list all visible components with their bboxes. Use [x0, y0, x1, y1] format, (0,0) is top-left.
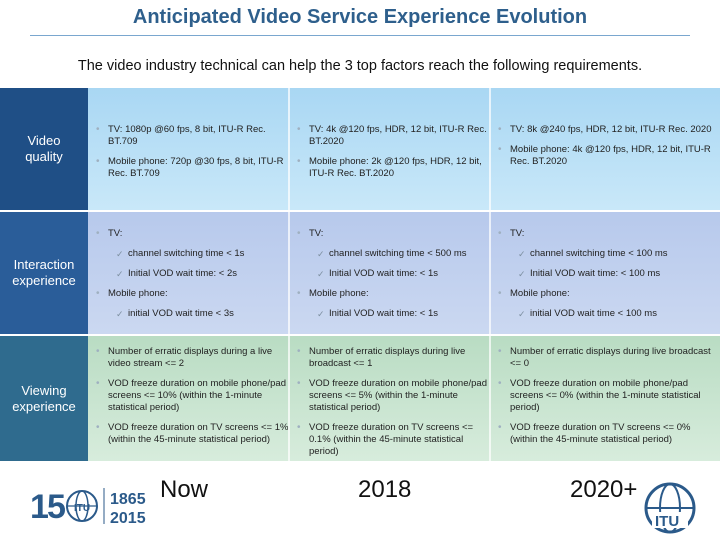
- page-title: Anticipated Video Service Experience Evo…: [132, 6, 588, 28]
- cell-interaction-2020: TV: channel switching time < 100 ms Init…: [490, 212, 720, 334]
- logo-year-start: 1865: [110, 491, 146, 508]
- cell-video-quality-2020: TV: 8k @240 fps, HDR, 12 bit, ITU-R Rec.…: [490, 88, 720, 210]
- list-subitem: Initial VOD wait time: < 2s: [88, 268, 289, 280]
- cell-viewing-2018: Number of erratic displays during live b…: [289, 336, 490, 461]
- cell-video-quality-2018: TV: 4k @120 fps, HDR, 12 bit, ITU-R Rec.…: [289, 88, 490, 210]
- list-item: TV:: [490, 228, 720, 240]
- list-item: Number of erratic displays during a live…: [88, 346, 289, 370]
- list-item: VOD freeze duration on TV screens <= 0.1…: [289, 422, 490, 458]
- list-item: Mobile phone:: [88, 288, 289, 300]
- cell-video-quality-now: TV: 1080p @60 fps, 8 bit, ITU-R Rec. BT.…: [88, 88, 289, 210]
- logo-year-end: 2015: [110, 510, 146, 527]
- list-subitem: Initial VOD wait time: < 1s: [289, 308, 490, 320]
- timeline-label-now: Now: [160, 476, 209, 503]
- list-subitem: initial VOD wait time < 3s: [88, 308, 289, 320]
- title-divider: [30, 35, 690, 36]
- list-item: TV:: [88, 228, 289, 240]
- row-label-video-quality: Video quality: [0, 88, 88, 210]
- list-subitem: channel switching time < 500 ms: [289, 248, 490, 260]
- svg-text:5: 5: [47, 488, 66, 526]
- itu-150-anniversary-logo: 1 5 ITU 1865 2015: [30, 488, 146, 527]
- list-item: VOD freeze duration on TV screens <= 0% …: [490, 422, 720, 446]
- timeline-label-2018: 2018: [358, 476, 412, 503]
- timeline-label-2020: 2020+: [570, 476, 638, 503]
- row-label-line1: Video: [27, 133, 61, 148]
- list-item: Mobile phone:: [289, 288, 490, 300]
- column-divider: [288, 88, 290, 210]
- cell-interaction-now: TV: channel switching time < 1s Initial …: [88, 212, 289, 334]
- list-item: Mobile phone: 720p @30 fps, 8 bit, ITU-R…: [88, 156, 289, 180]
- list-subitem: channel switching time < 100 ms: [490, 248, 720, 260]
- list-item: Mobile phone:: [490, 288, 720, 300]
- column-divider: [288, 336, 290, 461]
- row-label-viewing-experience: Viewing experience: [0, 336, 88, 461]
- row-label-line2: experience: [12, 273, 76, 288]
- row-label-line2: quality: [25, 149, 63, 164]
- column-divider: [489, 88, 491, 210]
- list-item: Number of erratic displays during live b…: [490, 346, 720, 370]
- list-item: Mobile phone: 4k @120 fps, HDR, 12 bit, …: [490, 144, 720, 168]
- row-label-line1: Viewing: [21, 382, 67, 398]
- row-label-line2: experience: [12, 398, 76, 414]
- list-item: TV: 1080p @60 fps, 8 bit, ITU-R Rec. BT.…: [88, 124, 289, 148]
- list-item: VOD freeze duration on mobile phone/pad …: [88, 378, 289, 414]
- cell-viewing-now: Number of erratic displays during a live…: [88, 336, 289, 461]
- list-subitem: Initial VOD wait time: < 1s: [289, 268, 490, 280]
- list-item: TV:: [289, 228, 490, 240]
- svg-text:1: 1: [30, 488, 49, 526]
- cell-interaction-2018: TV: channel switching time < 500 ms Init…: [289, 212, 490, 334]
- list-item: Number of erratic displays during live b…: [289, 346, 490, 370]
- list-item: VOD freeze duration on mobile phone/pad …: [289, 378, 490, 414]
- column-divider: [489, 336, 491, 461]
- row-label-interaction-experience: Interaction experience: [0, 212, 88, 334]
- itu-globe-logo: ITU: [644, 482, 696, 534]
- list-item: VOD freeze duration on TV screens <= 1% …: [88, 422, 289, 446]
- list-item: VOD freeze duration on mobile phone/pad …: [490, 378, 720, 414]
- list-subitem: initial VOD wait time < 100 ms: [490, 308, 720, 320]
- row-label-line1: Interaction: [13, 257, 75, 272]
- page-subtitle: The video industry technical can help th…: [77, 58, 643, 74]
- column-divider: [489, 212, 491, 334]
- list-item: Mobile phone: 2k @120 fps, HDR, 12 bit, …: [289, 156, 490, 180]
- list-item: TV: 8k @240 fps, HDR, 12 bit, ITU-R Rec.…: [490, 124, 720, 136]
- column-divider: [288, 212, 290, 334]
- cell-viewing-2020: Number of erratic displays during live b…: [490, 336, 720, 461]
- list-subitem: Initial VOD wait time: < 100 ms: [490, 268, 720, 280]
- svg-text:ITU: ITU: [74, 503, 90, 514]
- list-item: TV: 4k @120 fps, HDR, 12 bit, ITU-R Rec.…: [289, 124, 490, 148]
- list-subitem: channel switching time < 1s: [88, 248, 289, 260]
- svg-text:ITU: ITU: [655, 513, 679, 530]
